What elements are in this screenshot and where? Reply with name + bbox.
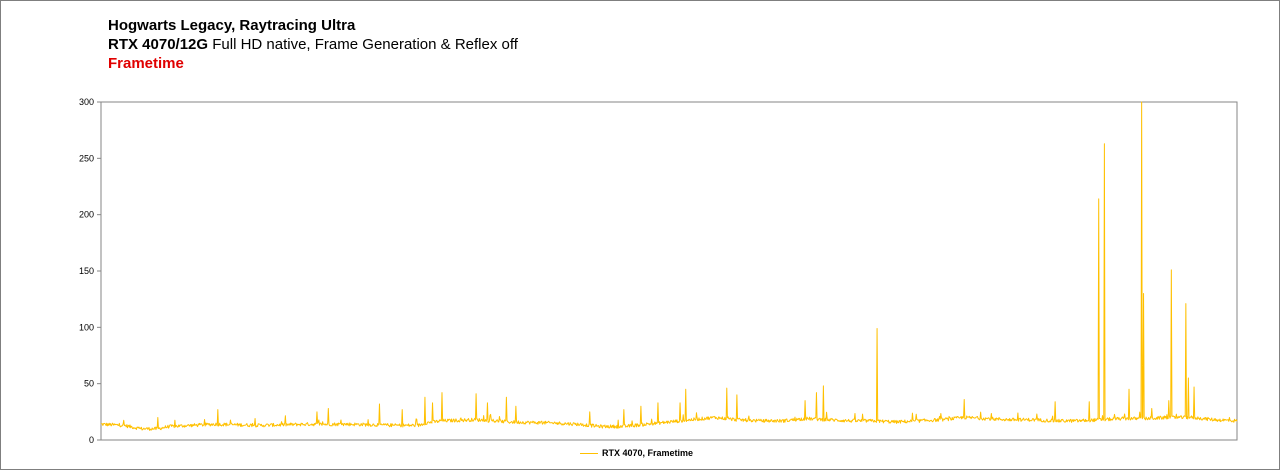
y-tick-label: 100 bbox=[79, 322, 94, 332]
chart-title: Hogwarts Legacy, Raytracing Ultra bbox=[108, 17, 356, 34]
y-tick-label: 0 bbox=[89, 435, 94, 445]
plot-area bbox=[100, 101, 1238, 441]
legend-label: RTX 4070, Frametime bbox=[602, 448, 694, 458]
chart-subtitle: RTX 4070/12G Full HD native, Frame Gener… bbox=[108, 35, 518, 54]
metric-label: Frametime bbox=[108, 55, 184, 72]
series-line-rtx-4070-frametime bbox=[100, 101, 1238, 431]
gpu-label: RTX 4070/12G bbox=[108, 36, 209, 53]
y-tick-label: 250 bbox=[79, 153, 94, 163]
legend: RTX 4070, Frametime bbox=[580, 448, 693, 458]
settings-label: Full HD native, Frame Generation & Refle… bbox=[212, 36, 518, 53]
y-tick-label: 200 bbox=[79, 210, 94, 220]
y-tick-label: 50 bbox=[84, 379, 94, 389]
legend-swatch bbox=[580, 452, 598, 454]
y-axis: 0 50 100 150 200 250 300 bbox=[79, 97, 101, 445]
y-tick-label: 150 bbox=[79, 266, 94, 276]
series-layer bbox=[100, 101, 1238, 431]
y-tick-label: 300 bbox=[79, 97, 94, 107]
chart-title-block: Hogwarts Legacy, Raytracing Ultra RTX 40… bbox=[108, 16, 518, 73]
